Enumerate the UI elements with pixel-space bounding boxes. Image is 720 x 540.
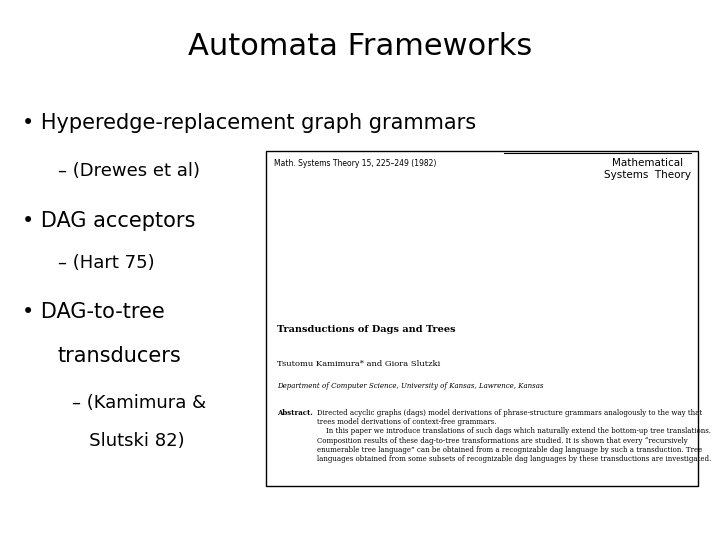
Text: Abstract.: Abstract. [277,409,313,417]
Text: Tsutomu Kamimura* and Giora Slutzki: Tsutomu Kamimura* and Giora Slutzki [277,360,441,368]
Text: – (Drewes et al): – (Drewes et al) [58,162,199,180]
Text: transducers: transducers [58,346,181,366]
Text: Department of Computer Science, University of Kansas, Lawrence, Kansas: Department of Computer Science, Universi… [277,382,544,390]
Text: Math. Systems Theory 15, 225–249 (1982): Math. Systems Theory 15, 225–249 (1982) [274,159,436,168]
Text: • Hyperedge-replacement graph grammars: • Hyperedge-replacement graph grammars [22,113,476,133]
Text: Transductions of Dags and Trees: Transductions of Dags and Trees [277,325,456,334]
Text: Automata Frameworks: Automata Frameworks [188,32,532,62]
Text: – (Kamimura &: – (Kamimura & [72,394,206,412]
Text: Mathematical
Systems  Theory: Mathematical Systems Theory [604,158,691,180]
Text: • DAG acceptors: • DAG acceptors [22,211,195,231]
Text: – (Hart 75): – (Hart 75) [58,254,154,272]
Text: Slutski 82): Slutski 82) [72,432,184,450]
Text: Directed acyclic graphs (dags) model derivations of phrase-structure grammars an: Directed acyclic graphs (dags) model der… [317,409,711,463]
Bar [266,151,698,486]
Text: • DAG-to-tree: • DAG-to-tree [22,302,164,322]
